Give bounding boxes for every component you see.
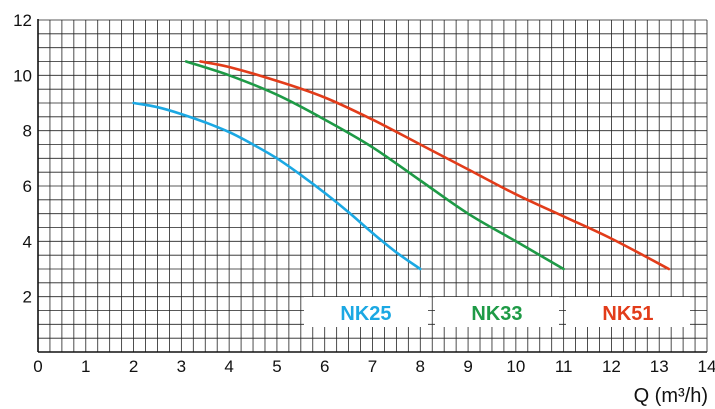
legend: NK25 NK33 NK51 (304, 297, 690, 327)
legend-box-nk51 (566, 297, 690, 327)
x-tick-label: 10 (506, 357, 525, 376)
grid (37, 19, 708, 353)
legend-box-nk33 (435, 297, 559, 327)
x-tick-label: 0 (33, 357, 42, 376)
x-tick-label: 13 (650, 357, 669, 376)
curves (132, 60, 671, 271)
x-tick-label: 12 (602, 357, 621, 376)
x-tick-label: 9 (463, 357, 472, 376)
x-tick-label: 6 (320, 357, 329, 376)
y-tick-label: 12 (13, 11, 32, 30)
x-tick-label: 7 (368, 357, 377, 376)
x-tick-label: 8 (416, 357, 425, 376)
y-tick-label: 2 (23, 288, 32, 307)
x-tick-label: 3 (177, 357, 186, 376)
x-tick-label: 14 (698, 357, 715, 376)
x-tick-label: 11 (555, 357, 573, 376)
axes (37, 19, 707, 353)
legend-label-nk25: NK25 (340, 303, 391, 325)
y-tick-label: 4 (23, 232, 32, 251)
y-tick-label: 6 (23, 177, 32, 196)
legend-label-nk33: NK33 (471, 303, 522, 325)
x-tick-label: 4 (224, 357, 233, 376)
x-tick-label: 2 (129, 357, 138, 376)
series-line-nk51 (199, 60, 671, 271)
series-line-nk33 (184, 60, 565, 271)
series-line-nk25 (132, 101, 422, 271)
x-tick-label: 1 (81, 357, 90, 376)
legend-box-nk25 (304, 297, 428, 327)
legend-label-nk51: NK51 (602, 303, 653, 325)
x-tick-label: 5 (272, 357, 281, 376)
y-tick-label: 8 (23, 122, 32, 141)
y-tick-label: 10 (13, 66, 32, 85)
x-axis-label: Q (m³/h) (634, 385, 708, 407)
